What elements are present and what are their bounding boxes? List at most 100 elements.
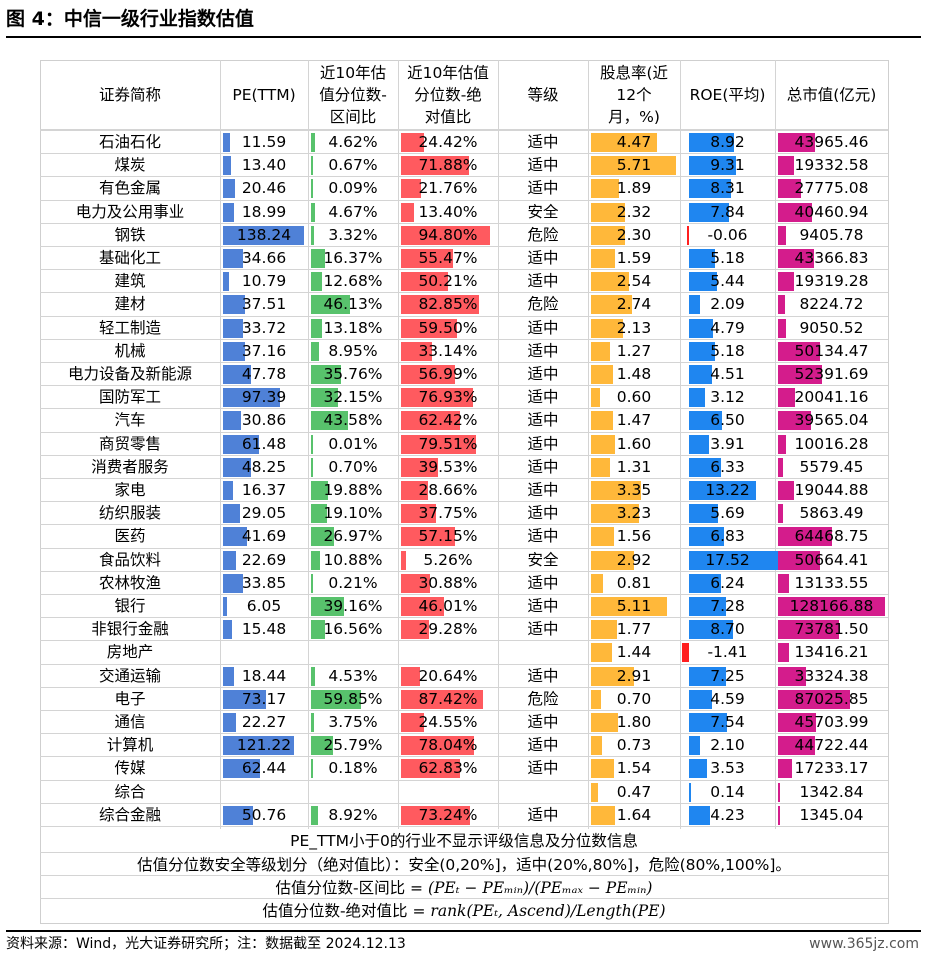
cell-text: 76.93%: [418, 388, 478, 407]
cell-abs: 73.24%: [398, 804, 498, 827]
cell-text: 适中: [527, 620, 559, 639]
cell-text: 适中: [527, 341, 559, 360]
cell-roe: 13.22: [680, 479, 775, 502]
cell-text: 25.79%: [323, 736, 383, 755]
cell-roe: 2.10: [680, 734, 775, 757]
header-line: 对值比: [424, 108, 472, 126]
data-bar-cap: [778, 504, 783, 524]
data-bar-pe: [223, 434, 259, 454]
data-bar-cap: [778, 620, 840, 640]
data-bar-roe: [689, 527, 724, 547]
cell-text: 20.46: [241, 179, 287, 198]
data-bar-range: [311, 689, 362, 709]
cell-text: 21.76%: [418, 179, 478, 198]
data-bar-roe: [689, 666, 726, 686]
cell-text: 9050.52: [799, 318, 864, 337]
cell-text: 0.67%: [328, 156, 378, 175]
data-bar-roe: [689, 782, 691, 802]
row-divider: [40, 802, 888, 804]
cell-text: 农林牧渔: [98, 573, 161, 592]
cell-text: 0.09%: [328, 179, 378, 198]
data-bar-cap: [778, 202, 812, 222]
data-bar-div: [591, 666, 635, 686]
cell-text: 30.86: [241, 411, 287, 430]
cell-text: 73781.50: [794, 620, 869, 639]
cell-pe: 20.46: [220, 177, 308, 200]
cell-div: 5.71: [588, 154, 680, 177]
row-divider: [40, 779, 888, 781]
cell-text: 2.30: [616, 225, 652, 244]
cell-pe: 29.05: [220, 502, 308, 525]
row-divider: [40, 222, 888, 224]
cell-cap: 19332.58: [775, 154, 888, 177]
data-bar-div: [591, 504, 639, 524]
data-bar-pe: [223, 666, 234, 686]
cell-text: 0.21%: [328, 573, 378, 592]
cell-text: 交通运输: [98, 666, 161, 685]
cell-cap: 13133.55: [775, 572, 888, 595]
cell-text: 适中: [527, 388, 559, 407]
cell-text: 2.54: [616, 272, 652, 291]
data-bar-roe: [689, 341, 716, 361]
cell-text: 适中: [527, 156, 559, 175]
cell-text: 8.31: [710, 179, 745, 198]
data-bar-cap: [778, 272, 795, 292]
data-bar-range: [311, 272, 322, 292]
data-bar-div: [591, 782, 598, 802]
cell-text: 3.23: [616, 504, 652, 523]
cell-cap: 50134.47: [775, 340, 888, 363]
cell-text: 17.52: [705, 550, 750, 569]
data-bar-pe: [223, 550, 237, 570]
cell-roe: 3.12: [680, 386, 775, 409]
cell-pe: 37.16: [220, 340, 308, 363]
cell-text: 4.59: [710, 689, 745, 708]
data-bar-abs: [401, 805, 470, 825]
row-divider: [40, 501, 888, 503]
cell-cap: 43366.83: [775, 247, 888, 270]
cell-text: 27775.08: [794, 179, 869, 198]
cell-roe: 7.84: [680, 201, 775, 224]
footnote-range-formula: 估值分位数-区间比 = (PEₜ − PEₘᵢₙ)/(PEₘₐₓ − PEₘᵢₙ…: [40, 877, 888, 899]
cell-abs: 87.42%: [398, 688, 498, 711]
data-bar-cap: [778, 759, 793, 779]
data-bar-cap: [778, 341, 820, 361]
cell-div: 1.80: [588, 711, 680, 734]
cell-range: 19.88%: [308, 479, 398, 502]
cell-abs: 59.50%: [398, 317, 498, 340]
cell-div: 0.70: [588, 688, 680, 711]
cell-text: 8.92: [710, 133, 745, 151]
cell-name: 通信: [40, 711, 220, 734]
data-bar-cap: [778, 295, 785, 315]
cell-text: 适中: [527, 597, 559, 615]
data-bar-roe: [689, 133, 735, 152]
data-bar-div: [591, 388, 600, 408]
cell-name: 国防军工: [40, 386, 220, 409]
cell-text: 适中: [527, 434, 559, 453]
cell-cap: 8224.72: [775, 293, 888, 316]
header-line: 区间比: [329, 108, 377, 126]
cell-text: 35.76%: [323, 365, 383, 383]
cell-text: 6.24: [710, 573, 745, 592]
row-divider: [40, 570, 888, 572]
data-bar-pe: [223, 249, 244, 268]
cell-text: 62.42%: [418, 411, 478, 430]
data-bar-range: [311, 620, 325, 640]
cell-text: 7.84: [710, 202, 745, 221]
header-line: 分位数-绝: [414, 86, 482, 104]
cell-cap: 44722.44: [775, 734, 888, 757]
cell-text: 4.53%: [328, 666, 378, 685]
data-bar-div: [591, 272, 629, 292]
cell-roe: 7.28: [680, 595, 775, 618]
cell-text: 41.69: [241, 527, 287, 546]
cell-text: 适中: [527, 666, 559, 685]
cell-text: 56.99%: [418, 365, 478, 383]
data-bar-roe: [689, 295, 700, 315]
data-bar-roe: [689, 620, 733, 640]
data-bar-cap: [778, 573, 789, 593]
cell-name: 消费者服务: [40, 456, 220, 479]
row-divider: [40, 431, 888, 433]
cell-abs: 62.83%: [398, 757, 498, 780]
data-bar-abs: [401, 481, 428, 500]
column-divider: [398, 60, 399, 829]
data-bar-abs: [401, 689, 484, 709]
